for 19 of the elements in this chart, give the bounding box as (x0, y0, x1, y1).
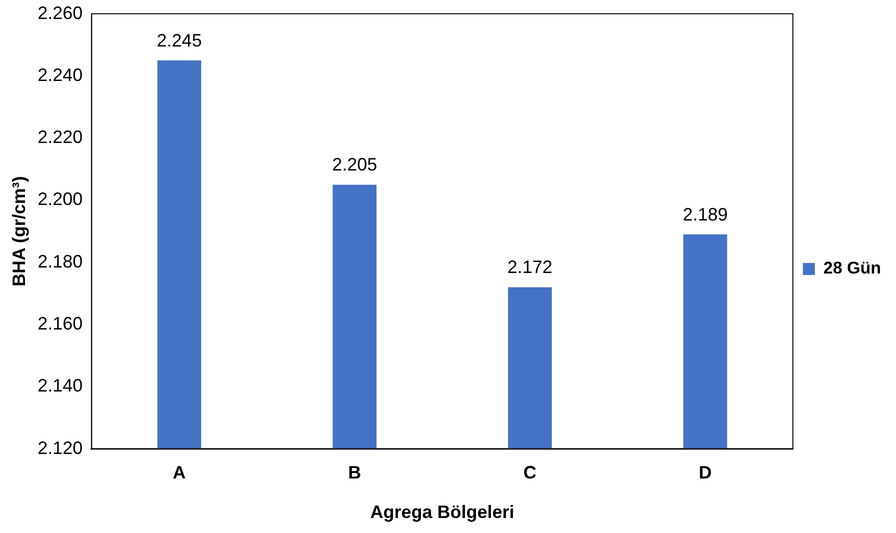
data-label: 2.189 (682, 204, 728, 224)
x-axis-title: Agrega Bölgeleri (370, 502, 514, 522)
y-tick-label: 2.120 (38, 438, 83, 458)
y-tick-label: 2.140 (38, 376, 83, 396)
legend-label: 28 Gün (823, 258, 881, 278)
data-label: 2.205 (332, 154, 378, 175)
y-axis-title: BHA (gr/cm³) (8, 176, 29, 286)
x-tick-label: B (348, 462, 362, 483)
data-label: 2.245 (156, 30, 202, 50)
data-label: 2.172 (507, 257, 552, 278)
y-tick-label: 2.160 (38, 313, 83, 334)
x-tick-label: D (698, 462, 712, 483)
x-tick-label: C (523, 462, 536, 483)
y-tick-label: 2.180 (38, 251, 83, 272)
y-tick-label: 2.200 (38, 189, 83, 210)
y-tick-label: 2.220 (38, 127, 83, 148)
y-tick-label: 2.260 (38, 2, 83, 23)
y-tick-label: 2.240 (38, 64, 83, 85)
x-tick-label: A (172, 462, 186, 483)
